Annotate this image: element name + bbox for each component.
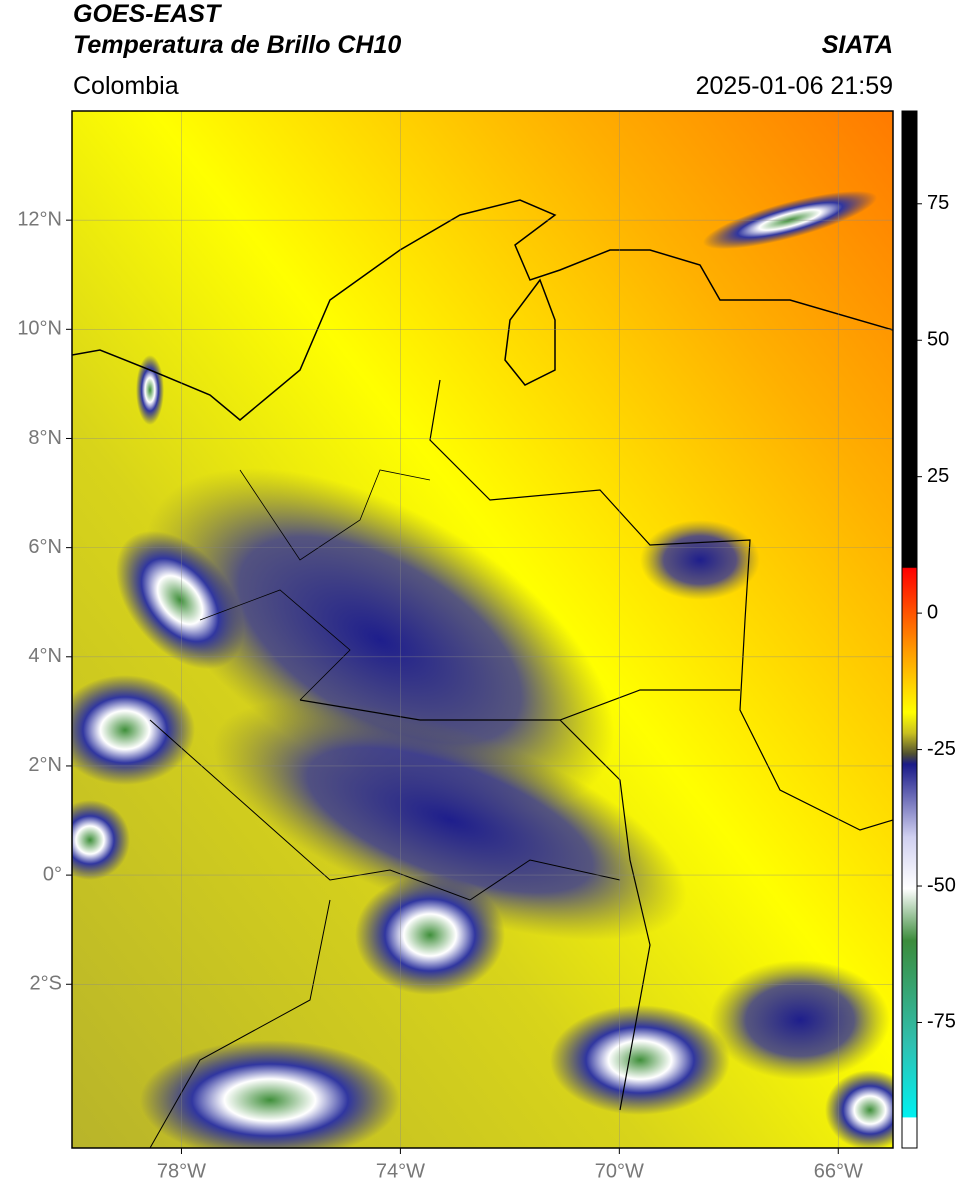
satellite-image [72,111,893,1148]
colorbar-tick-label: 25 [927,465,949,487]
y-tick-label: 4°N [28,645,62,667]
y-tick-label: 10°N [17,318,62,340]
title-satellite: GOES-EAST [73,0,221,28]
agency: SIATA [821,31,893,59]
y-tick-label: 12°N [17,208,62,230]
map-frame [71,110,894,1149]
colorbar-tick-label: -50 [927,874,956,896]
datetime: 2025-01-06 21:59 [695,72,893,100]
colorbar-tick-label: 50 [927,329,949,351]
y-tick-label: 2°S [30,973,62,995]
title-product: Temperatura de Brillo CH10 [73,31,402,59]
x-tick-label: 70°W [595,1160,644,1182]
x-tick-label: 66°W [814,1160,863,1182]
y-tick-label: 6°N [28,536,62,558]
colorbar-tick-label: -25 [927,738,956,760]
colorbar-tick-label: 0 [927,601,938,623]
colorbar [901,110,918,1149]
y-tick-label: 2°N [28,754,62,776]
x-tick-label: 74°W [376,1160,425,1182]
y-tick-label: 8°N [28,427,62,449]
x-tick-label: 78°W [157,1160,206,1182]
y-tick-label: 0° [43,863,62,885]
region: Colombia [73,72,179,100]
colorbar-tick-label: -75 [927,1011,956,1033]
colorbar-tick-label: 75 [927,192,949,214]
